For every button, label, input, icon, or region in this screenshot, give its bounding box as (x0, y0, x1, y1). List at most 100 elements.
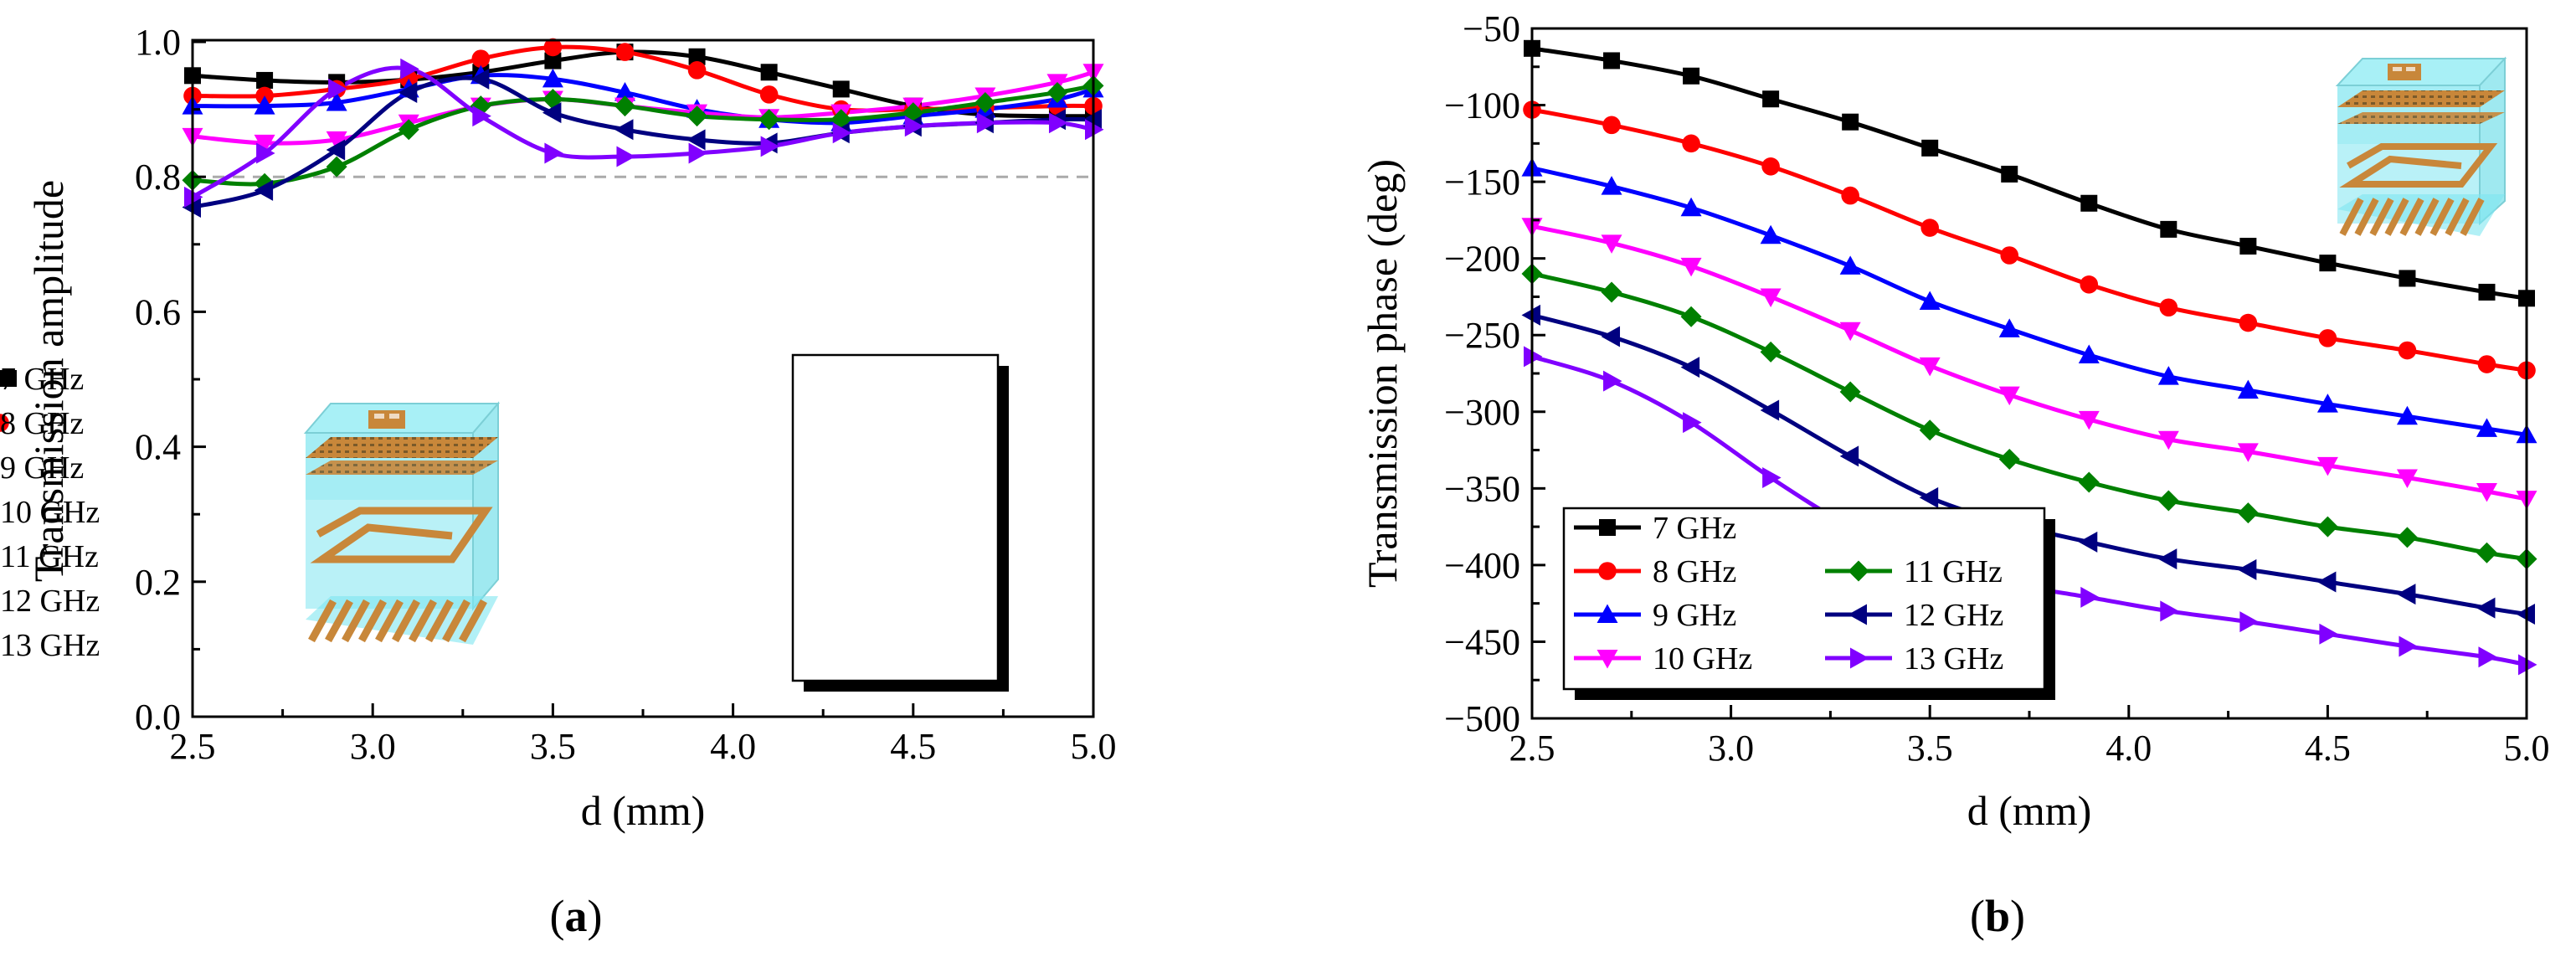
series-line-8-ghz (1532, 107, 2527, 373)
data-point-8-ghz (1682, 134, 1700, 153)
data-point-12-ghz (2396, 584, 2416, 605)
legend-marker (1850, 647, 1869, 669)
x-tick-label: 4.5 (2305, 728, 2351, 769)
data-point-7-ghz (256, 71, 274, 89)
legend-label: 10 GHz (1653, 641, 1752, 677)
legend-marker (1597, 604, 1618, 623)
data-point-10-ghz (2316, 456, 2338, 476)
data-point-7-ghz (1603, 52, 1621, 69)
data-point-13-ghz (2399, 635, 2418, 657)
series-line-10-ghz (1532, 224, 2527, 502)
legend-b: 7 GHz 8 GHz 9 GHz 10 GHz 11 GHz 12 GHz 13 GHz (1562, 507, 2055, 700)
legend-item-7-ghz: 7 GHz (1574, 511, 1736, 546)
y-tick-label: −400 (1444, 545, 1520, 586)
data-point-9-ghz (1601, 176, 1622, 195)
unit-cell-inset-b (2335, 56, 2507, 236)
data-point-9-ghz (2396, 405, 2418, 425)
data-point-7-ghz (2478, 283, 2496, 301)
data-point-12-ghz (542, 102, 562, 124)
data-point-11-ghz (758, 109, 780, 131)
x-axis-label-a: d (mm) (581, 787, 706, 834)
unit-cell-inset-a (303, 401, 501, 645)
data-point-7-ghz (1921, 139, 1939, 157)
data-point-8-ghz (615, 43, 635, 61)
data-point-7-ghz (2001, 165, 2018, 183)
data-point-9-ghz (326, 92, 347, 111)
y-axis-label-a: Transmission amplitude (25, 180, 72, 582)
legend-label: 13 GHz (0, 628, 100, 663)
data-point-13-ghz (472, 105, 491, 127)
data-point-7-ghz (2080, 194, 2098, 212)
x-tick-label: 4.0 (710, 726, 756, 767)
y-tick-label: 0.4 (135, 427, 181, 468)
y-tick-label: −450 (1444, 621, 1520, 662)
legend-marker (1599, 519, 1616, 536)
data-point-9-ghz (1680, 197, 1702, 217)
data-point-11-ghz (614, 95, 635, 117)
data-point-12-ghz (2078, 531, 2098, 553)
legend-label: 12 GHz (0, 584, 100, 619)
x-tick-label: 2.5 (1509, 728, 1555, 769)
data-point-7-ghz (1762, 90, 1780, 108)
data-point-8-ghz (1602, 116, 1621, 135)
data-point-12-ghz (2316, 571, 2337, 593)
x-tick-label: 2.5 (170, 726, 216, 767)
data-point-9-ghz (1760, 224, 1782, 244)
legend-item-11-ghz: 11 GHz (0, 539, 99, 574)
data-point-11-ghz (2316, 516, 2338, 538)
legend-item-13-ghz: 13 GHz (1825, 641, 2003, 677)
data-point-13-ghz (2239, 611, 2259, 633)
x-tick-label: 4.0 (2106, 728, 2152, 769)
y-tick-label: −300 (1444, 392, 1520, 433)
data-point-7-ghz (832, 80, 850, 98)
data-point-13-ghz (1762, 467, 1782, 489)
y-tick-label: −500 (1444, 698, 1520, 739)
data-point-13-ghz (1048, 112, 1068, 134)
x-tick-label: 3.5 (1907, 728, 1953, 769)
data-point-10-ghz (1839, 322, 1861, 342)
data-point-11-ghz (1919, 419, 1941, 441)
data-point-8-ghz (543, 38, 563, 57)
legend-label: 10 GHz (0, 495, 100, 530)
data-point-8-ghz (471, 49, 491, 68)
data-point-9-ghz (2316, 394, 2338, 413)
legend-item-8-ghz: 8 GHz (1574, 554, 1736, 589)
legend-label: 7 GHz (1653, 511, 1736, 546)
x-tick-label: 5.0 (1071, 726, 1117, 767)
y-tick-label: 1.0 (135, 22, 181, 63)
legend-marker (1598, 562, 1617, 580)
legend-marker (0, 370, 17, 387)
legend-label: 12 GHz (1904, 598, 2003, 633)
data-point-11-ghz (2237, 502, 2259, 524)
y-tick-label: 0.6 (135, 291, 181, 332)
data-point-10-ghz (1601, 234, 1622, 254)
data-point-13-ghz (1603, 370, 1622, 392)
data-point-9-ghz (614, 81, 635, 101)
legend-item-9-ghz: 9 GHz (1574, 598, 1736, 633)
data-point-11-ghz (470, 95, 491, 117)
data-point-7-ghz (2239, 238, 2257, 255)
legend-label: 9 GHz (0, 450, 84, 486)
x-axis-label-b: d (mm) (1967, 787, 2092, 834)
data-point-10-ghz (2396, 469, 2418, 489)
data-point-10-ghz (2078, 410, 2100, 430)
legend-marker (1848, 560, 1869, 582)
data-point-8-ghz (1761, 157, 1780, 176)
data-point-8-ghz (2080, 275, 2099, 294)
y-tick-label: −50 (1463, 8, 1520, 49)
data-point-7-ghz (544, 52, 562, 69)
legend-label: 11 GHz (0, 539, 99, 574)
x-tick-label: 3.0 (350, 726, 396, 767)
data-point-13-ghz (688, 142, 708, 164)
legend-item-10-ghz: 10 GHz (0, 495, 100, 530)
y-tick-label: −350 (1444, 468, 1520, 509)
legend-a: 7 GHz 8 GHz 9 GHz 10 GHz 11 GHz 12 GHz 13 GHz (0, 353, 1009, 692)
data-point-9-ghz (2476, 418, 2497, 437)
data-point-9-ghz (2237, 379, 2259, 399)
y-tick-label: 0.8 (135, 157, 181, 198)
data-point-10-ghz (2237, 443, 2259, 462)
data-point-13-ghz (2319, 623, 2338, 645)
data-point-12-ghz (398, 81, 418, 103)
y-tick-label: −200 (1444, 239, 1520, 280)
legend-label: 9 GHz (1653, 598, 1736, 633)
